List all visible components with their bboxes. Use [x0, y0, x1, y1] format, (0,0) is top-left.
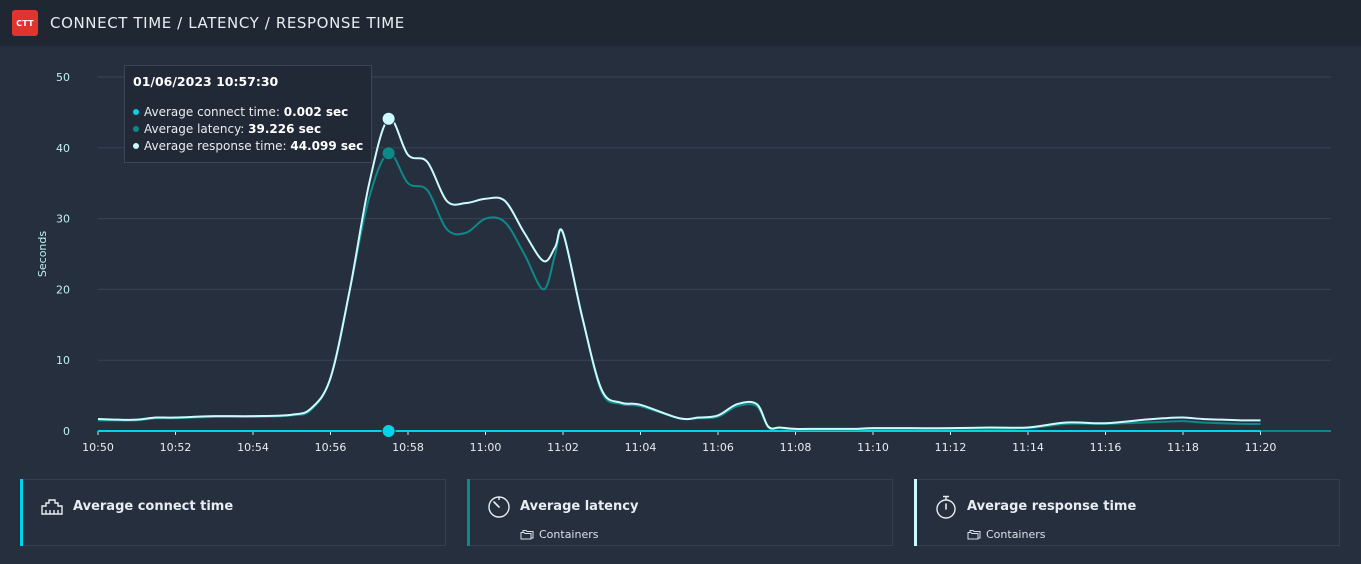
line-chart[interactable]: 0 10 20 30 40 50 Seconds 10:50 10:52 10:54 10:56 10… — [0, 46, 1361, 466]
marker-connect-time[interactable] — [381, 423, 396, 438]
x-tick-label: 11:12 — [935, 441, 967, 454]
app-logo: CTT — [12, 10, 38, 36]
x-tick-label: 11:20 — [1245, 441, 1277, 454]
y-tick-label: 50 — [56, 71, 70, 84]
latency-dot-icon — [133, 125, 139, 132]
legend-sub[interactable]: Containers — [967, 528, 1046, 541]
legend-item-response-time[interactable]: Average response time Containers — [914, 479, 1340, 546]
legend-sub-label: Containers — [986, 528, 1046, 541]
tooltip-date: 01/06/2023 10:57:30 — [133, 74, 279, 89]
folder-icon — [520, 530, 534, 540]
tooltip-value: 44.099 sec — [290, 138, 364, 153]
y-tick-label: 30 — [56, 213, 70, 226]
tooltip-value: 0.002 sec — [283, 104, 349, 119]
legend-color-bar — [914, 479, 917, 546]
x-tick-label: 11:16 — [1090, 441, 1122, 454]
page-title: CONNECT TIME / LATENCY / RESPONSE TIME — [50, 14, 405, 32]
folder-icon — [967, 530, 981, 540]
x-tick-label: 11:04 — [625, 441, 657, 454]
x-tick-label: 11:18 — [1167, 441, 1199, 454]
x-tick-label: 10:54 — [237, 441, 269, 454]
tooltip-label: Average latency: — [144, 121, 245, 136]
legend-item-latency[interactable]: Average latency Containers — [467, 479, 893, 546]
y-tick-label: 40 — [56, 142, 70, 155]
legend-color-bar — [20, 479, 23, 546]
legend-label: Average latency — [520, 499, 639, 514]
stopwatch-dial-icon — [488, 496, 510, 518]
legend-sub-label: Containers — [539, 528, 599, 541]
marker-latency[interactable] — [381, 146, 396, 161]
response-dot-icon — [133, 142, 139, 149]
y-tick-label: 20 — [56, 283, 70, 296]
x-tick-label: 11:00 — [470, 441, 502, 454]
x-tick-label: 11:08 — [780, 441, 812, 454]
legend-sub[interactable]: Containers — [520, 528, 599, 541]
series-line-response-time[interactable] — [97, 117, 1261, 430]
connect-dot-icon — [133, 108, 139, 115]
y-axis-label: Seconds — [36, 231, 49, 277]
x-tick-label: 11:06 — [702, 441, 734, 454]
timer-icon — [936, 495, 956, 519]
tooltip-value: 39.226 sec — [248, 121, 322, 136]
legend-label: Average response time — [967, 499, 1137, 514]
tooltip-row-latency: Average latency: 39.226 sec — [133, 120, 363, 137]
x-tick-label: 11:02 — [547, 441, 579, 454]
x-tick-label: 10:52 — [160, 441, 192, 454]
x-tick-label: 10:58 — [392, 441, 424, 454]
legend-label: Average connect time — [73, 499, 234, 514]
series-line-latency[interactable] — [98, 152, 1261, 431]
y-tick-label: 10 — [56, 354, 70, 367]
ethernet-port-icon — [41, 499, 63, 515]
marker-response-time[interactable] — [381, 111, 396, 126]
tooltip-label: Average connect time: — [144, 104, 280, 119]
tooltip-label: Average response time: — [144, 138, 287, 153]
x-tick-label: 10:50 — [82, 441, 114, 454]
tooltip-row-response: Average response time: 44.099 sec — [133, 137, 363, 154]
x-tick-label: 10:56 — [315, 441, 347, 454]
legend-item-connect-time[interactable]: Average connect time — [20, 479, 446, 546]
legend-color-bar — [467, 479, 470, 546]
tooltip-row-connect: Average connect time: 0.002 sec — [133, 103, 363, 120]
y-tick-label: 0 — [63, 425, 70, 438]
header-bar: CTT CONNECT TIME / LATENCY / RESPONSE TI… — [0, 0, 1361, 46]
x-tick-label: 11:10 — [857, 441, 889, 454]
x-tick-label: 11:14 — [1012, 441, 1044, 454]
chart-tooltip: 01/06/2023 10:57:30 Average connect time… — [124, 65, 372, 163]
